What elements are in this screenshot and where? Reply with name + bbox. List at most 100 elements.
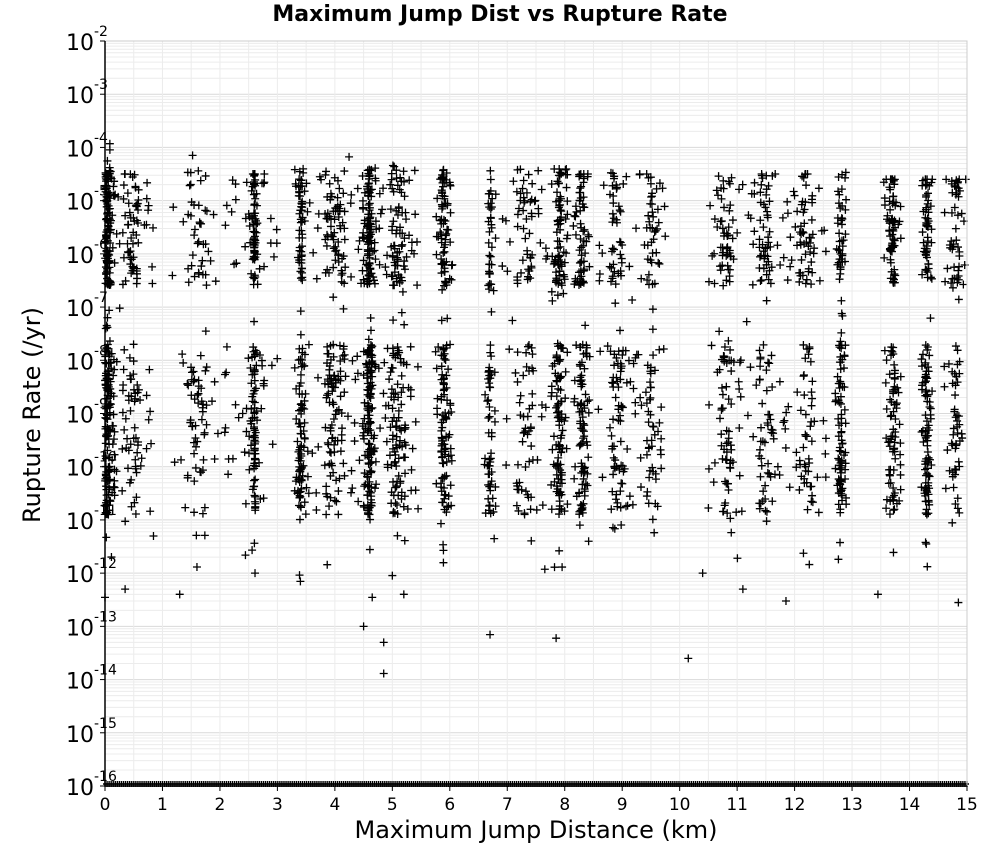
data-point	[615, 237, 624, 246]
data-point	[259, 179, 268, 188]
data-point	[397, 308, 406, 317]
data-point	[364, 406, 373, 415]
data-point	[556, 466, 565, 475]
data-point	[365, 214, 374, 223]
data-point	[571, 202, 580, 211]
data-point	[724, 336, 733, 345]
data-point	[577, 182, 586, 191]
data-point	[486, 348, 495, 357]
data-point	[329, 340, 338, 349]
data-point	[714, 172, 723, 181]
data-point	[890, 374, 899, 383]
data-point	[447, 456, 456, 465]
data-point	[923, 397, 932, 406]
data-point	[443, 314, 452, 323]
outlier-point	[552, 634, 561, 643]
data-point	[441, 356, 450, 365]
data-point	[384, 401, 393, 410]
data-point	[302, 179, 311, 188]
data-point	[364, 348, 373, 357]
data-point	[952, 189, 961, 198]
data-point	[125, 208, 134, 217]
data-point	[131, 433, 140, 442]
data-point	[367, 431, 376, 440]
data-point	[766, 279, 775, 288]
data-point	[397, 371, 406, 380]
data-point	[339, 304, 348, 313]
data-point	[517, 485, 526, 494]
data-point	[386, 205, 395, 214]
data-point	[614, 405, 623, 414]
data-point	[889, 548, 898, 557]
data-point	[258, 361, 267, 370]
data-point	[525, 229, 534, 238]
y-tick-label: 10-13	[66, 609, 117, 641]
data-point	[247, 269, 256, 278]
data-point	[246, 363, 255, 372]
data-point	[209, 210, 218, 219]
x-tick-label: 11	[726, 795, 748, 815]
x-tick-label: 9	[617, 795, 628, 815]
data-point	[889, 506, 898, 515]
data-point	[558, 563, 567, 572]
data-point	[757, 171, 766, 180]
data-point	[388, 272, 397, 281]
data-point	[221, 221, 230, 230]
data-point	[399, 502, 408, 511]
data-point	[758, 399, 767, 408]
data-point	[296, 192, 305, 201]
data-point	[347, 190, 356, 199]
data-point	[651, 226, 660, 235]
data-point	[439, 546, 448, 555]
data-point	[388, 404, 397, 413]
data-point	[321, 170, 330, 179]
data-point	[606, 347, 615, 356]
data-point	[127, 255, 136, 264]
data-point	[576, 506, 585, 515]
data-point	[834, 555, 843, 564]
data-point	[400, 234, 409, 243]
data-point	[717, 430, 726, 439]
data-point	[528, 401, 537, 410]
data-point	[763, 358, 772, 367]
data-point	[199, 455, 208, 464]
data-point	[657, 434, 666, 443]
data-point	[331, 256, 340, 265]
data-point	[614, 416, 623, 425]
data-point	[618, 351, 627, 360]
data-point	[364, 460, 373, 469]
data-point	[886, 205, 895, 214]
data-point	[888, 199, 897, 208]
x-tick-label: 8	[559, 795, 570, 815]
data-point	[432, 364, 441, 373]
data-point	[642, 436, 651, 445]
data-point	[779, 253, 788, 262]
data-point	[102, 202, 111, 211]
data-point	[557, 169, 566, 178]
data-point	[312, 488, 321, 497]
data-point	[109, 371, 118, 380]
data-point	[388, 417, 397, 426]
data-point	[487, 260, 496, 269]
data-point	[704, 464, 713, 473]
data-point	[579, 241, 588, 250]
data-point	[617, 479, 626, 488]
data-point	[552, 275, 561, 284]
data-point	[486, 341, 495, 350]
data-point	[746, 363, 755, 372]
y-tick-label: 10-9	[66, 397, 108, 429]
data-point	[725, 272, 734, 281]
data-point	[358, 203, 367, 212]
data-point	[575, 258, 584, 267]
data-point	[808, 491, 817, 500]
data-point	[313, 373, 322, 382]
data-point	[308, 449, 317, 458]
data-point	[439, 558, 448, 567]
data-point	[646, 367, 655, 376]
data-point	[735, 385, 744, 394]
data-point	[240, 448, 249, 457]
data-point	[365, 165, 374, 174]
y-tick-label: 10-14	[66, 663, 117, 695]
data-point	[527, 536, 536, 545]
data-point	[196, 176, 205, 185]
